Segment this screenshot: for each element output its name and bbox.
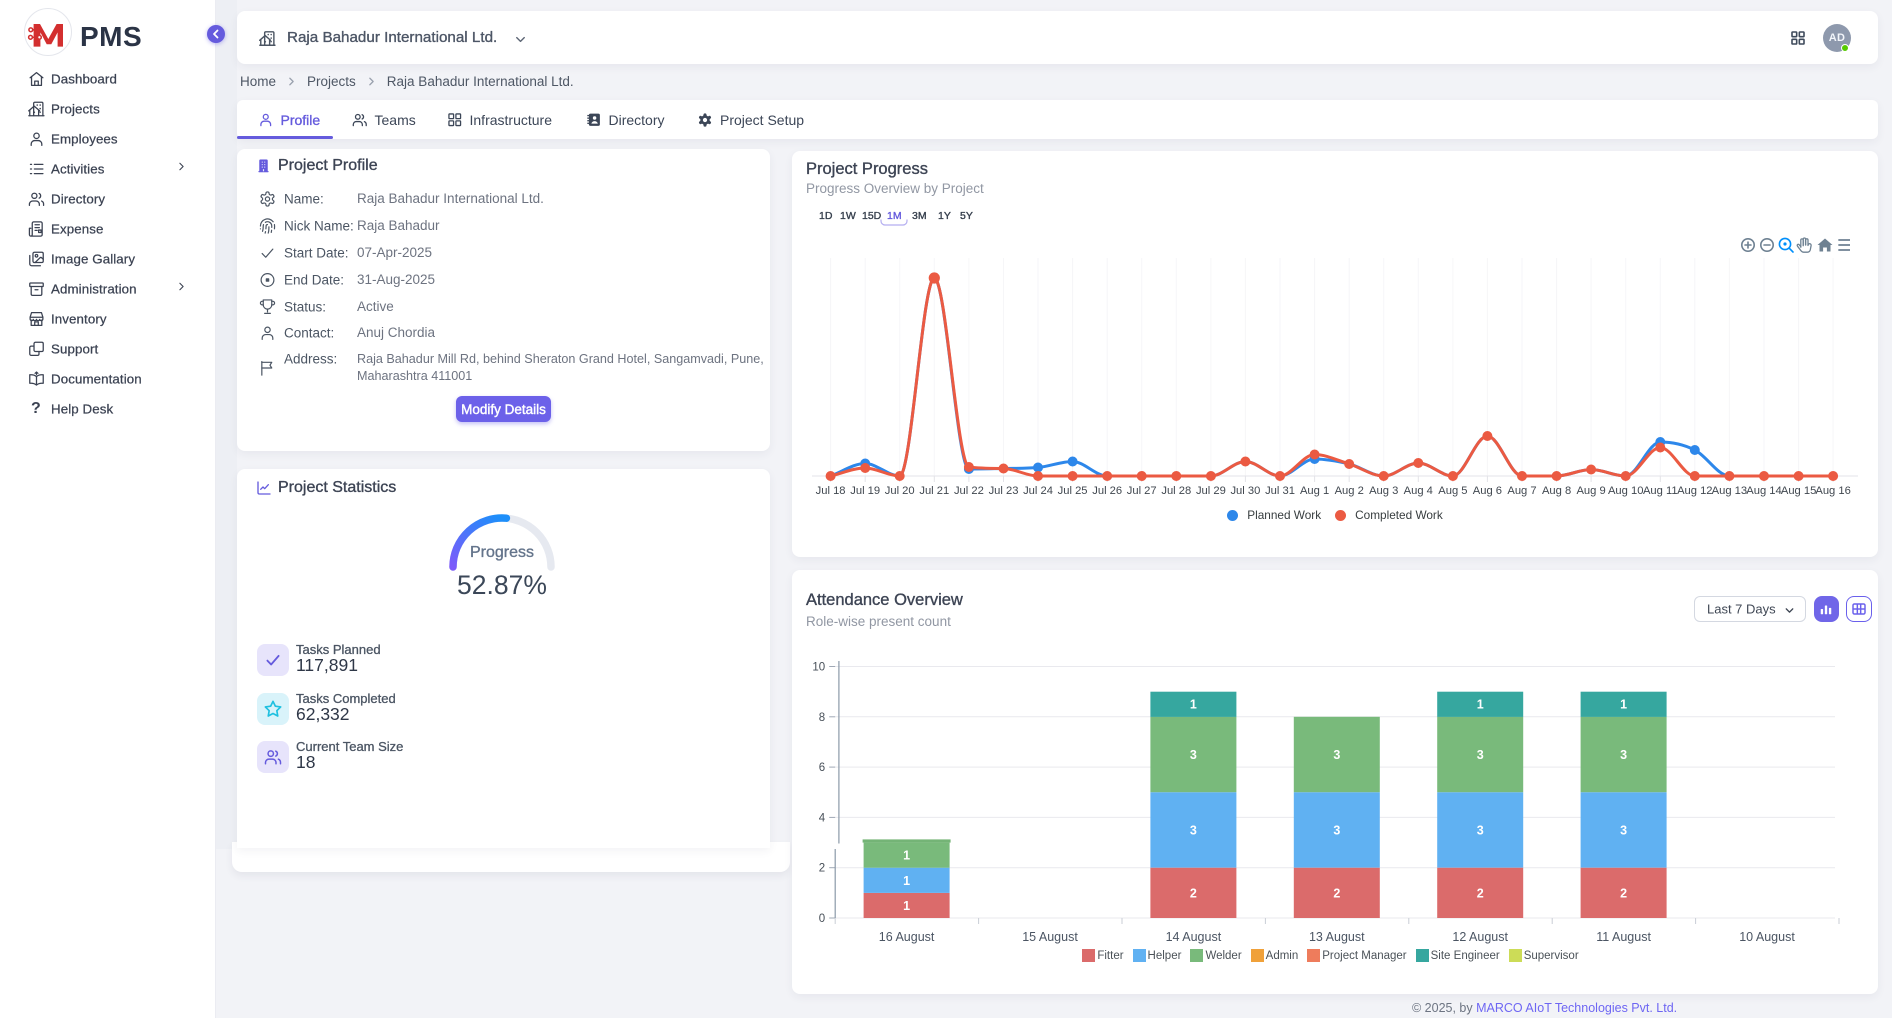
svg-text:3: 3 (1333, 824, 1340, 838)
svg-text:3: 3 (1190, 748, 1197, 762)
svg-text:2: 2 (1333, 886, 1340, 900)
svg-text:2: 2 (1477, 886, 1484, 900)
svg-text:8: 8 (819, 712, 825, 724)
svg-text:3: 3 (1333, 748, 1340, 762)
svg-text:6: 6 (819, 762, 825, 774)
svg-text:3: 3 (1620, 824, 1627, 838)
svg-text:3: 3 (1190, 824, 1197, 838)
svg-text:2: 2 (1190, 886, 1197, 900)
svg-text:4: 4 (819, 812, 826, 824)
svg-text:1: 1 (903, 874, 910, 888)
svg-text:1: 1 (1190, 698, 1197, 712)
svg-text:0: 0 (819, 913, 825, 925)
svg-text:2: 2 (1620, 886, 1627, 900)
svg-text:1: 1 (1620, 698, 1627, 712)
svg-text:3: 3 (1620, 748, 1627, 762)
svg-text:1: 1 (903, 899, 910, 913)
svg-text:3: 3 (1477, 748, 1484, 762)
svg-text:1: 1 (1477, 698, 1484, 712)
svg-text:10: 10 (812, 662, 825, 674)
svg-text:3: 3 (1477, 824, 1484, 838)
svg-text:2: 2 (819, 863, 825, 875)
svg-text:1: 1 (903, 849, 910, 863)
